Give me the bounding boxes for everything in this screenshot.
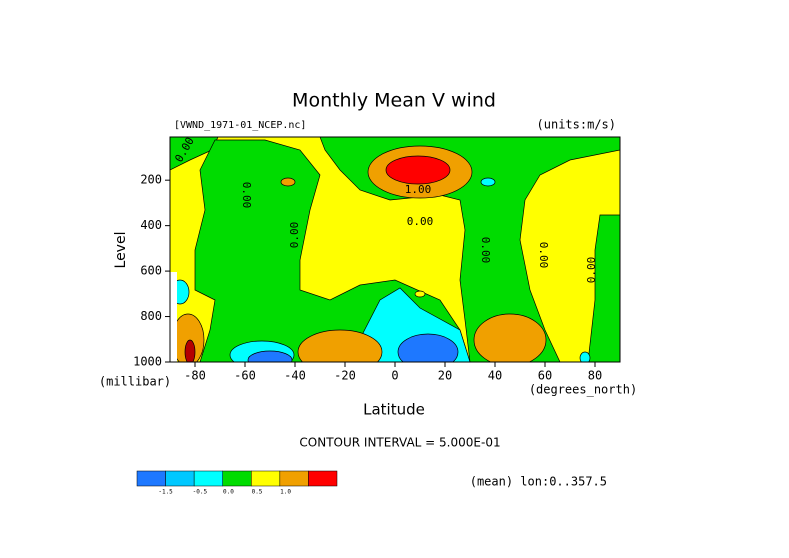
x-tick-label: -60 <box>234 369 256 383</box>
contour-interval: CONTOUR INTERVAL = 5.000E-01 <box>299 436 500 450</box>
y-tick-label: 800 <box>140 309 162 323</box>
x-axis-label: Latitude <box>363 401 425 419</box>
contour-label: 1.00 <box>405 183 432 196</box>
colorbar-swatch <box>165 470 195 487</box>
x-tick-label: 0 <box>391 369 398 383</box>
contour-label: 0.00 <box>479 237 492 264</box>
colorbar-swatch <box>193 470 223 487</box>
colorbar-label: 0.0 <box>223 489 234 496</box>
chart-title: Monthly Mean V wind <box>292 90 496 112</box>
contour-label: 0.00 <box>288 222 301 249</box>
contour-label: 0.00 <box>240 182 253 209</box>
y-axis-label: Level <box>113 232 129 269</box>
file-label: [VWND_1971-01_NCEP.nc] <box>174 120 306 131</box>
x-tick-label: 60 <box>538 369 552 383</box>
contour-field <box>170 137 620 362</box>
y-tick-label: 200 <box>140 173 162 187</box>
contour-label: 0.00 <box>585 257 598 284</box>
contour-label: 0.00 <box>407 215 434 228</box>
y-unit: (millibar) <box>99 375 171 389</box>
colorbar-label: 1.0 <box>280 489 291 496</box>
colorbar-label: -1.5 <box>158 489 173 496</box>
y-tick-label: 600 <box>140 264 162 278</box>
colorbar-swatch <box>279 470 309 487</box>
colorbar-swatch <box>308 470 338 487</box>
x-tick-label: 80 <box>588 369 602 383</box>
x-tick-label: -40 <box>284 369 306 383</box>
colorbar-swatch <box>136 470 166 487</box>
footnote: (mean) lon:0..357.5 <box>470 475 607 489</box>
units-label: (units:m/s) <box>537 118 616 132</box>
x-tick-label: 40 <box>488 369 502 383</box>
y-tick-label: 1000 <box>133 355 162 369</box>
y-tick-label: 400 <box>140 218 162 232</box>
contour-label: 0.00 <box>537 242 550 269</box>
x-unit: (degrees_north) <box>529 383 637 397</box>
x-tick-label: -20 <box>334 369 356 383</box>
colorbar-swatch <box>251 470 281 487</box>
x-tick-label: 20 <box>438 369 452 383</box>
colorbar-label: 0.5 <box>252 489 263 496</box>
x-tick-label: -80 <box>184 369 206 383</box>
colorbar-label: -0.5 <box>193 489 208 496</box>
colorbar-swatch <box>222 470 252 487</box>
